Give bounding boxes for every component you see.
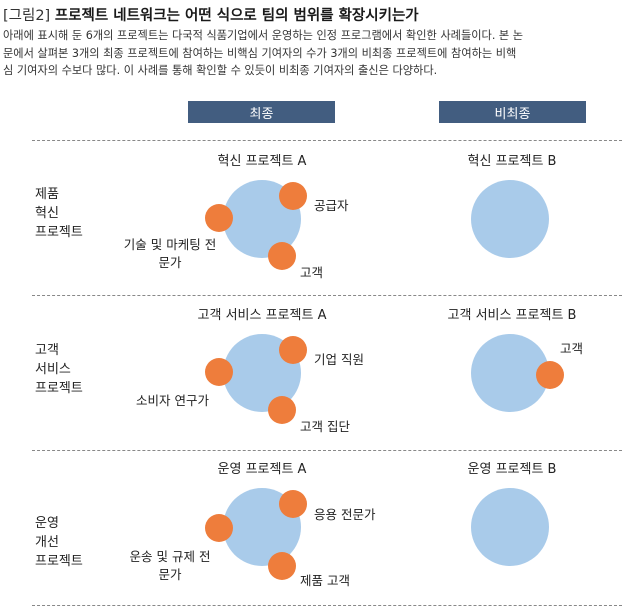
contributor-dot: [205, 358, 233, 386]
contributor-label: 제품 고객: [300, 573, 350, 588]
row-label-line: 혁신: [35, 206, 59, 221]
column-header-final: 최종: [188, 101, 335, 123]
project-title: 고객 서비스 프로젝트 A: [197, 308, 327, 323]
contributor-dot: [536, 361, 564, 389]
contributor-dot: [268, 552, 296, 580]
contributor-dot: [268, 242, 296, 270]
intro-paragraph: 아래에 표시해 둔 6개의 프로젝트는 다국적 식품기업에서 운영하는 인정 프…: [3, 27, 635, 80]
row-label-customer-service: 고객 서비스 프로젝트: [35, 341, 83, 398]
intro-line: 문에서 살펴본 3개의 최종 프로젝트에 참여하는 비핵심 기여자의 수가 3개…: [3, 46, 517, 60]
row-label-line: 프로젝트: [35, 554, 83, 569]
core-team-circle: [471, 180, 549, 258]
row-label-operations-improvement: 운영 개선 프로젝트: [35, 514, 83, 571]
project-title: 혁신 프로젝트 A: [217, 154, 307, 169]
contributor-label: 고객 집단: [300, 419, 350, 434]
row-label-line: 제품: [35, 187, 59, 202]
row-label-line: 프로젝트: [35, 381, 83, 396]
project-title: 혁신 프로젝트 B: [467, 154, 557, 169]
project-title: 운영 프로젝트 A: [217, 462, 307, 477]
figure-tag: [그림2]: [3, 8, 51, 24]
project-title: 고객 서비스 프로젝트 B: [447, 308, 577, 323]
row-divider: [32, 605, 622, 606]
row-label-line: 프로젝트: [35, 225, 83, 240]
contributor-label: 기술 및 마케팅 전문가: [123, 237, 217, 270]
project-title: 운영 프로젝트 B: [467, 462, 557, 477]
row-label-line: 고객: [35, 343, 59, 358]
contributor-dot: [279, 182, 307, 210]
figure-heading: 프로젝트 네트워크는 어떤 식으로 팀의 범위를 확장시키는가: [54, 8, 419, 24]
contributor-label: 기업 직원: [314, 352, 364, 367]
row-divider: [32, 140, 622, 141]
contributor-label: 응용 전문가: [314, 507, 376, 522]
row-label-line: 개선: [35, 535, 59, 550]
intro-line: 아래에 표시해 둔 6개의 프로젝트는 다국적 식품기업에서 운영하는 인정 프…: [3, 29, 524, 42]
row-label-product-innovation: 제품 혁신 프로젝트: [35, 185, 83, 242]
contributor-dot: [205, 514, 233, 542]
row-label-line: 운영: [35, 516, 59, 531]
contributor-label: 소비자 연구가: [136, 393, 209, 408]
row-divider: [32, 295, 622, 296]
core-team-circle: [471, 488, 549, 566]
contributor-dot: [268, 396, 296, 424]
intro-line: 심 기여자의 수보다 많다. 이 사례를 통해 확인할 수 있듯이 비최종 기여…: [3, 64, 438, 77]
contributor-dot: [205, 204, 233, 232]
contributor-label: 고객: [560, 341, 584, 356]
contributor-label: 공급자: [314, 198, 349, 213]
row-divider: [32, 450, 622, 451]
contributor-label: 고객: [300, 265, 324, 280]
figure-title: [그림2] 프로젝트 네트워크는 어떤 식으로 팀의 범위를 확장시키는가: [3, 4, 419, 25]
row-label-line: 서비스: [35, 362, 71, 377]
contributor-dot: [279, 336, 307, 364]
column-header-nonfinal: 비최종: [439, 101, 586, 123]
contributor-label: 운송 및 규제 전문가: [129, 549, 211, 582]
contributor-dot: [279, 490, 307, 518]
